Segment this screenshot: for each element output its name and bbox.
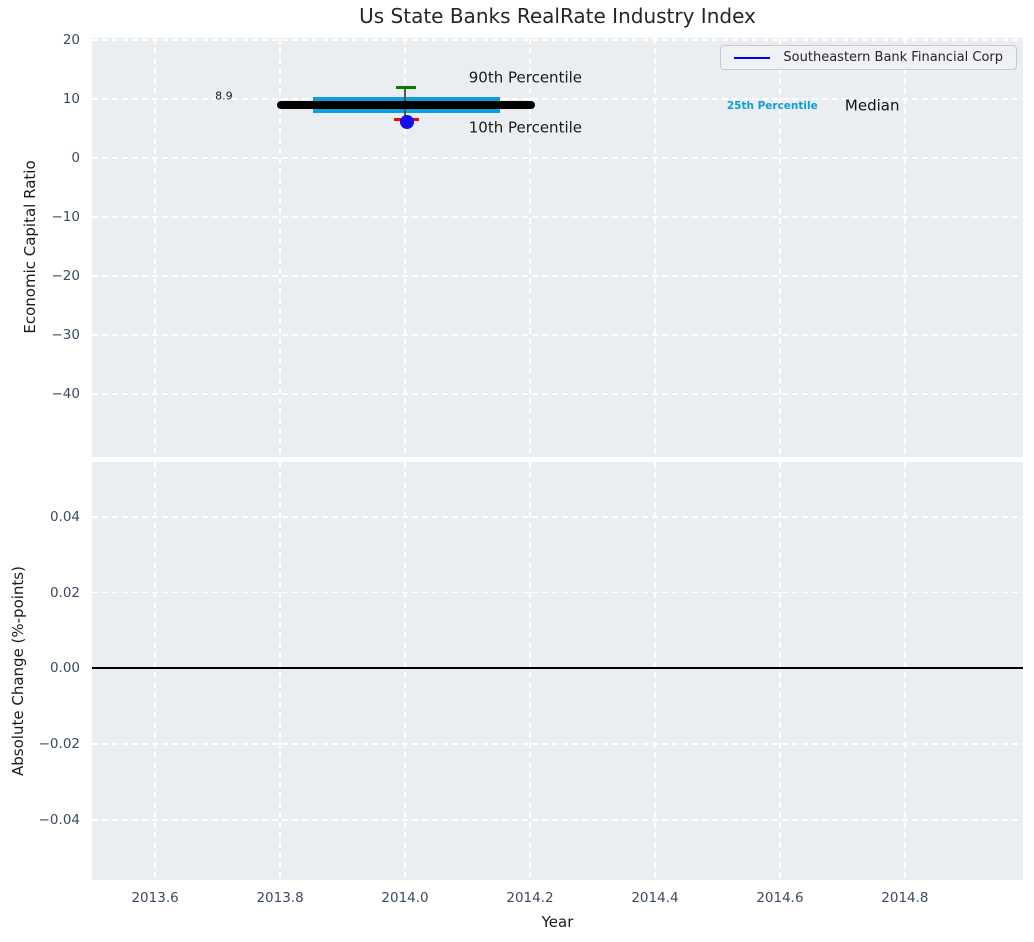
x-tick-label: 2014.0: [381, 890, 429, 906]
median-label: Median: [844, 96, 900, 115]
y-axis-label-bottom: Absolute Change (%-points): [9, 566, 27, 776]
x-gridline: [654, 38, 656, 457]
y-gridline: [92, 39, 1023, 41]
y-tick-label: 0.00: [49, 660, 80, 677]
y-tick-label: −10: [51, 208, 81, 225]
y-axis-label-top: Economic Capital Ratio: [21, 160, 39, 334]
y-tick-label: 10: [62, 91, 80, 107]
y-gridline: [92, 334, 1023, 336]
y-gridline: [92, 819, 1023, 821]
x-gridline: [154, 462, 156, 880]
x-gridline: [779, 462, 781, 880]
x-tick-label: 2014.2: [506, 890, 554, 906]
x-gridline: [904, 38, 906, 457]
x-gridline: [654, 462, 656, 880]
median-value-label: 8.9: [215, 89, 233, 103]
y-tick-label: 20: [62, 32, 80, 49]
y-tick-label: −20: [51, 267, 81, 284]
y-gridline: [92, 98, 1023, 100]
x-gridline: [404, 38, 406, 457]
x-tick-label: 2014.6: [756, 890, 804, 906]
company-point: [399, 115, 414, 129]
p90-label: 90th Percentile: [468, 68, 583, 87]
y-gridline: [92, 157, 1023, 159]
y-gridline: [92, 216, 1023, 218]
y-gridline: [92, 393, 1023, 395]
zero-line: [92, 667, 1023, 670]
y-tick-label: −0.04: [38, 811, 80, 828]
x-gridline: [279, 38, 281, 457]
x-tick-label: 2014.4: [631, 890, 679, 906]
x-tick-label: 2013.8: [256, 890, 304, 906]
x-axis-label: Year: [541, 913, 574, 931]
x-tick-label: 2013.6: [131, 890, 179, 906]
legend-label: Southeastern Bank Financial Corp: [783, 50, 1003, 65]
x-gridline: [529, 38, 531, 457]
y-tick-label: −0.02: [38, 736, 80, 753]
legend-line-sample: [734, 56, 771, 59]
p25-label: 25th Percentile: [726, 99, 818, 112]
y-gridline: [92, 275, 1023, 277]
y-tick-label: 0.02: [49, 584, 80, 601]
x-gridline: [279, 462, 281, 880]
y-tick-label: −30: [51, 326, 81, 343]
bottom-axes: 2013.6 2013.8 2014.0 2014.2 2014.4 2014.6 2014…: [39, 462, 1023, 906]
x-gridline: [154, 38, 156, 457]
x-gridline: [404, 462, 406, 880]
y-tick-label: 0.04: [49, 508, 80, 525]
top-axes: Southeastern Bank Financial Corp 20 10 0 −1…: [52, 32, 1023, 457]
y-gridline: [92, 743, 1023, 745]
p10-label: 10th Percentile: [468, 118, 583, 137]
p90-cap: [395, 85, 416, 89]
x-gridline: [779, 38, 781, 457]
median-line: [276, 101, 535, 110]
chart-title: Us State Banks RealRate Industry Index: [359, 4, 756, 28]
legend: Southeastern Bank Financial Corp: [720, 45, 1017, 70]
y-tick-label: 0: [71, 150, 80, 166]
x-gridline: [529, 462, 531, 880]
y-gridline: [92, 591, 1023, 594]
y-gridline: [92, 516, 1023, 518]
x-tick-label: 2014.8: [881, 890, 929, 906]
x-gridline: [904, 462, 906, 880]
y-tick-label: −40: [51, 385, 81, 402]
